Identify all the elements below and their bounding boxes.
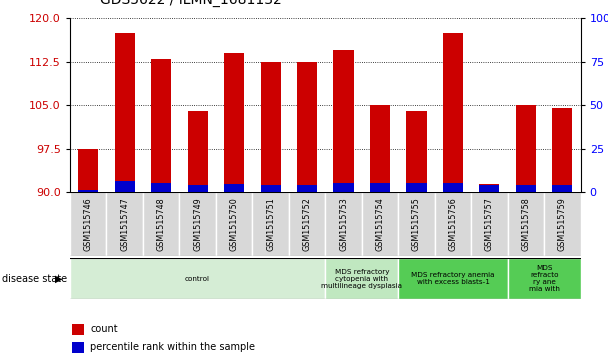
Bar [398,192,435,256]
Bar [297,184,317,192]
Bar [443,183,463,192]
Bar [406,183,426,192]
Text: GSM1515749: GSM1515749 [193,197,202,251]
Bar [544,192,581,256]
Text: GSM1515758: GSM1515758 [522,197,530,251]
Text: GSM1515759: GSM1515759 [558,197,567,251]
Bar [70,192,106,256]
Bar [406,111,426,192]
Bar [78,190,98,192]
Bar [187,184,207,192]
Bar [479,185,499,192]
Bar [471,192,508,256]
Bar [370,183,390,192]
Bar [106,192,143,256]
Text: disease state: disease state [2,274,67,284]
Text: GSM1515747: GSM1515747 [120,197,129,251]
Text: count: count [91,324,118,334]
Bar [187,111,207,192]
Bar [443,33,463,192]
Text: MDS refractory anemia
with excess blasts-1: MDS refractory anemia with excess blasts… [411,272,495,285]
Bar [114,181,134,192]
Text: GSM1515756: GSM1515756 [449,197,457,251]
Bar [362,192,398,256]
Text: GSM1515752: GSM1515752 [303,197,311,251]
Bar [260,184,280,192]
Text: control: control [185,276,210,282]
Text: MDS
refracto
ry ane
mia with: MDS refracto ry ane mia with [529,265,559,292]
Text: GSM1515754: GSM1515754 [376,197,384,251]
Text: MDS refractory
cytopenia with
multilineage dysplasia: MDS refractory cytopenia with multilinea… [321,269,402,289]
Text: GSM1515750: GSM1515750 [230,197,238,251]
Text: GSM1515753: GSM1515753 [339,197,348,251]
Bar [297,62,317,192]
Bar [289,192,325,256]
Bar [325,192,362,256]
Bar [552,108,572,192]
Bar [78,149,98,192]
Bar [552,184,572,192]
Text: GSM1515755: GSM1515755 [412,197,421,251]
Bar [508,258,581,299]
Bar [333,183,353,192]
Text: GSM1515746: GSM1515746 [84,197,92,251]
Bar [224,184,244,192]
Bar [260,62,280,192]
Bar [216,192,252,256]
Text: GDS5622 / ILMN_1681132: GDS5622 / ILMN_1681132 [100,0,282,7]
Bar [252,192,289,256]
Bar [72,342,84,353]
Bar [508,192,544,256]
Bar [72,324,84,335]
Text: percentile rank within the sample: percentile rank within the sample [91,342,255,352]
Bar [325,258,398,299]
Bar [516,105,536,192]
Bar [224,53,244,192]
Bar [151,59,171,192]
Text: GSM1515751: GSM1515751 [266,197,275,251]
Bar [479,184,499,192]
Bar [435,192,471,256]
Text: GSM1515757: GSM1515757 [485,197,494,251]
Bar [179,192,216,256]
Text: GSM1515748: GSM1515748 [157,197,165,251]
Bar [516,184,536,192]
Bar [398,258,508,299]
Bar [114,33,134,192]
Bar [143,192,179,256]
Bar [151,183,171,192]
Bar [370,105,390,192]
Bar [333,50,353,192]
Bar [70,258,325,299]
Text: ▶: ▶ [55,274,62,284]
